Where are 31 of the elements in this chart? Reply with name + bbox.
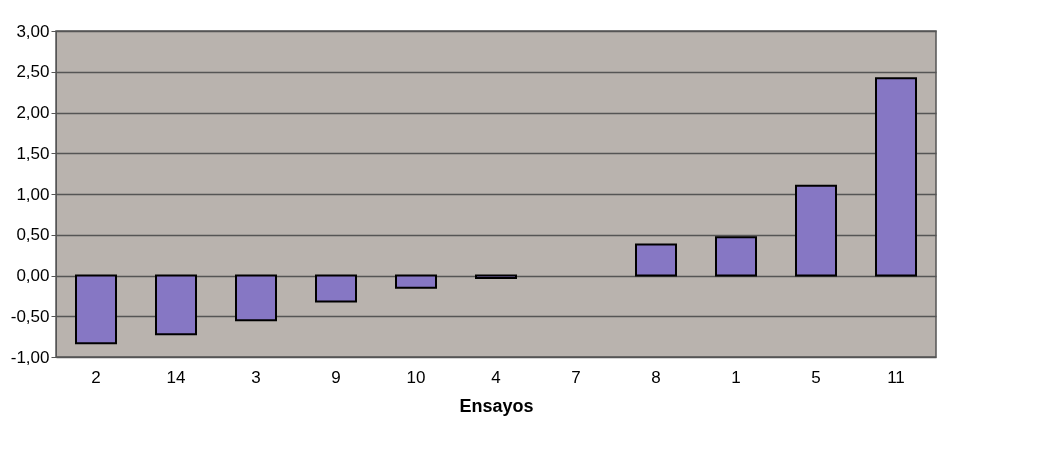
bar xyxy=(395,274,437,289)
x-tick-label: 5 xyxy=(811,367,821,387)
bar xyxy=(875,77,917,277)
bar xyxy=(315,274,357,303)
y-tick-label: 0,50 xyxy=(16,225,50,245)
x-tick-label: 1 xyxy=(731,367,741,387)
bar xyxy=(235,274,277,322)
y-tick-label: 0,00 xyxy=(16,266,50,285)
x-tick-label: 4 xyxy=(491,367,501,387)
y-tick-label: 3,00 xyxy=(16,21,50,41)
bar xyxy=(155,274,197,336)
x-tick-label: 3 xyxy=(251,367,261,387)
x-tick-label: 2 xyxy=(91,367,101,387)
y-tick-label: 1,00 xyxy=(16,184,50,204)
x-tick-label: 8 xyxy=(651,367,661,387)
bar xyxy=(635,243,677,277)
bar xyxy=(475,274,517,279)
x-tick-label: 10 xyxy=(406,367,426,387)
y-tick-label: 2,50 xyxy=(16,62,50,82)
x-tick-label: 14 xyxy=(166,367,186,387)
y-tick-label: -1,00 xyxy=(10,347,50,367)
bar xyxy=(715,236,757,277)
x-tick-label: 7 xyxy=(571,367,581,387)
x-tick-label: 11 xyxy=(887,367,905,387)
bar xyxy=(75,274,117,345)
y-tick-label: 2,00 xyxy=(16,103,50,122)
x-tick-label: 9 xyxy=(331,367,341,387)
bar xyxy=(795,184,837,277)
x-axis-title: Ensayos xyxy=(459,395,534,416)
y-tick-label: 1,50 xyxy=(16,143,50,163)
y-tick-label: -0,50 xyxy=(10,306,50,326)
